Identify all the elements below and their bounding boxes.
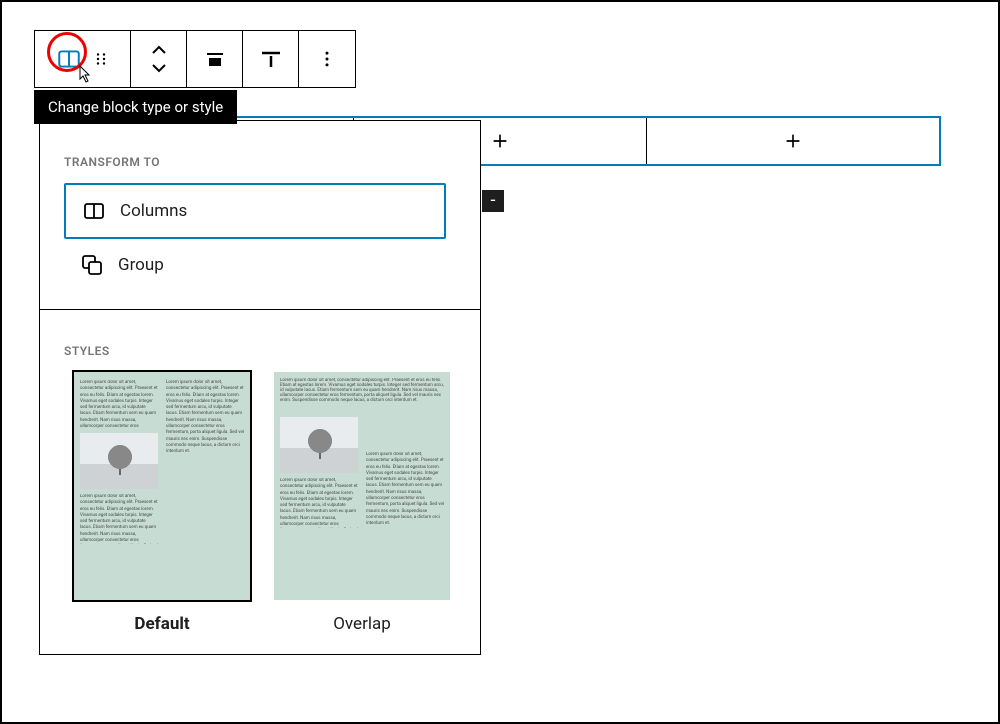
transform-option-group[interactable]: Group	[64, 239, 446, 291]
filler-text: Lorem ipsum dolor sit amet, consectetur …	[80, 380, 158, 428]
columns-icon	[82, 199, 106, 223]
style-preview-overlap: Lorem ipsum dolor sit amet, consectetur …	[274, 372, 450, 600]
columns-icon	[56, 46, 82, 72]
style-option-overlap[interactable]: Lorem ipsum dolor sit amet, consectetur …	[274, 372, 450, 634]
transform-option-label: Columns	[120, 201, 187, 221]
filler-text: Lorem ipsum dolor sit amet, consectetur …	[366, 452, 444, 582]
filler-text: Lorem ipsum dolor sit amet, consectetur …	[280, 378, 444, 408]
transform-option-columns[interactable]: Columns	[64, 183, 446, 239]
vertical-align-top-icon	[259, 47, 283, 71]
style-option-label: Default	[134, 614, 189, 634]
group-icon	[80, 253, 104, 277]
style-preview-default: Lorem ipsum dolor sit amet, consectetur …	[74, 372, 250, 600]
filler-text: Lorem ipsum dolor sit amet, consectetur …	[80, 494, 158, 544]
add-block-icon[interactable]	[489, 130, 511, 152]
filler-text: Lorem ipsum dolor sit amet, consectetur …	[166, 380, 244, 592]
align-icon	[203, 47, 227, 71]
styles-heading: STYLES	[64, 344, 456, 358]
more-options-button[interactable]	[299, 31, 355, 87]
more-vertical-icon	[317, 49, 337, 69]
column-3[interactable]	[647, 118, 939, 164]
transform-option-label: Group	[118, 255, 164, 275]
chevron-up-down-icon	[149, 41, 169, 77]
block-appender-handle[interactable]: -	[482, 190, 504, 212]
tooltip: Change block type or style	[34, 90, 237, 124]
filler-text: Lorem ipsum dolor sit amet, consectetur …	[280, 478, 358, 528]
add-block-icon[interactable]	[782, 130, 804, 152]
move-buttons[interactable]	[131, 31, 187, 87]
tooltip-text: Change block type or style	[48, 98, 223, 116]
editor-canvas: -	[0, 0, 1000, 724]
vertical-align-button[interactable]	[243, 31, 299, 87]
style-option-default[interactable]: Lorem ipsum dolor sit amet, consectetur …	[74, 372, 250, 634]
align-button[interactable]	[187, 31, 243, 87]
block-toolbar	[34, 30, 356, 88]
block-type-button[interactable]	[35, 31, 131, 87]
transform-heading: TRANSFORM TO	[64, 155, 456, 169]
block-switcher-popover: TRANSFORM TO Columns Group STYLES	[39, 120, 481, 655]
style-option-label: Overlap	[333, 614, 391, 634]
drag-handle-icon[interactable]	[92, 50, 110, 68]
